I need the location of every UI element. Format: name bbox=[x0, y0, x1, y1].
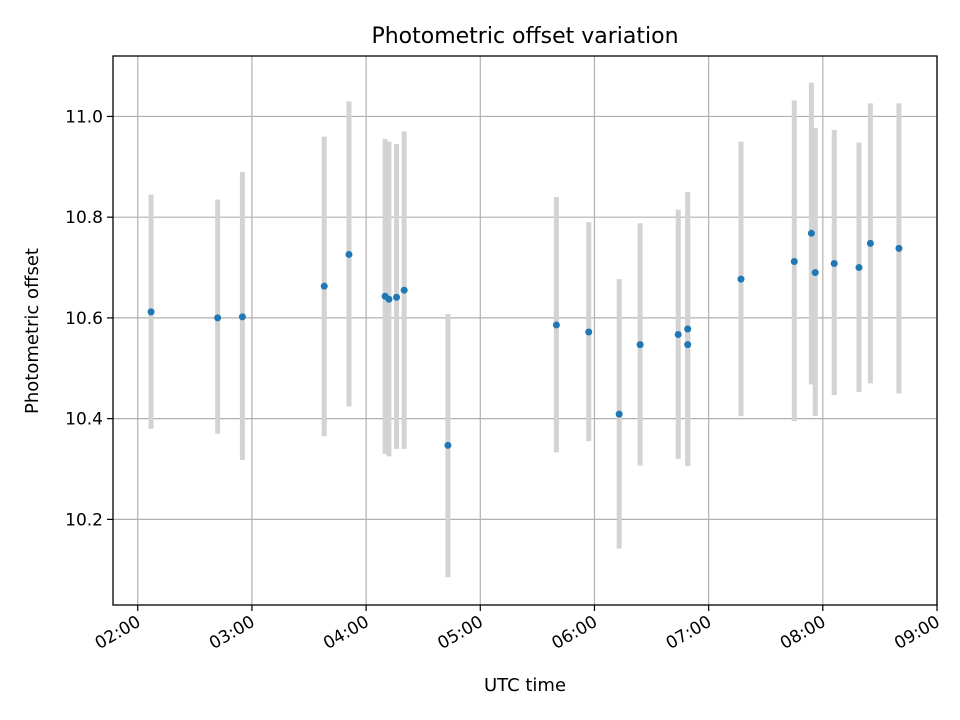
data-point bbox=[400, 286, 408, 294]
data-point bbox=[674, 331, 682, 339]
grid-layer bbox=[113, 56, 938, 605]
data-point bbox=[615, 410, 623, 418]
errorbar-layer bbox=[148, 82, 902, 578]
data-point bbox=[444, 441, 452, 449]
data-point bbox=[238, 313, 246, 321]
x-tick-label: 04:00 bbox=[320, 612, 372, 654]
data-point bbox=[385, 295, 393, 303]
data-point bbox=[807, 229, 815, 237]
chart-title: Photometric offset variation bbox=[371, 24, 678, 49]
y-tick-label: 10.6 bbox=[65, 309, 103, 329]
data-point bbox=[790, 257, 798, 265]
point-layer bbox=[147, 229, 903, 449]
data-point bbox=[214, 314, 222, 322]
data-point bbox=[552, 321, 560, 329]
data-point bbox=[830, 260, 838, 268]
x-tick-label: 09:00 bbox=[891, 612, 943, 654]
data-point bbox=[147, 308, 155, 316]
data-point bbox=[320, 282, 328, 290]
x-axis: 02:00 03:00 04:00 05:00 06:00 07:00 08:00 09:00 bbox=[92, 605, 944, 654]
data-point bbox=[345, 250, 353, 258]
x-tick-label: 03:00 bbox=[206, 612, 258, 654]
y-tick-label: 10.2 bbox=[65, 510, 103, 530]
data-point bbox=[866, 239, 874, 247]
y-axis: 10.2 10.4 10.6 10.8 11.0 bbox=[65, 107, 113, 530]
data-point bbox=[585, 328, 593, 336]
data-point bbox=[895, 244, 903, 252]
x-tick-label: 07:00 bbox=[663, 612, 715, 654]
x-axis-label: UTC time bbox=[484, 675, 566, 696]
y-tick-label: 10.8 bbox=[65, 208, 103, 228]
x-tick-label: 08:00 bbox=[777, 612, 829, 654]
data-point bbox=[636, 341, 644, 349]
y-tick-label: 10.4 bbox=[65, 410, 103, 430]
plot-frame bbox=[112, 55, 938, 606]
x-tick-label: 05:00 bbox=[434, 612, 486, 654]
x-tick-label: 06:00 bbox=[549, 612, 601, 654]
y-tick-label: 11.0 bbox=[65, 107, 103, 127]
data-point bbox=[393, 293, 401, 301]
data-point bbox=[855, 264, 863, 272]
data-point bbox=[684, 341, 692, 349]
data-point bbox=[737, 275, 745, 283]
data-point bbox=[811, 269, 819, 277]
data-point bbox=[684, 325, 692, 333]
y-axis-label: Photometric offset bbox=[22, 248, 43, 414]
x-tick-label: 02:00 bbox=[92, 612, 144, 654]
